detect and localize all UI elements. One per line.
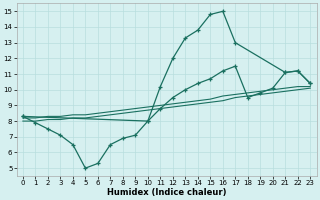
X-axis label: Humidex (Indice chaleur): Humidex (Indice chaleur) bbox=[107, 188, 226, 197]
